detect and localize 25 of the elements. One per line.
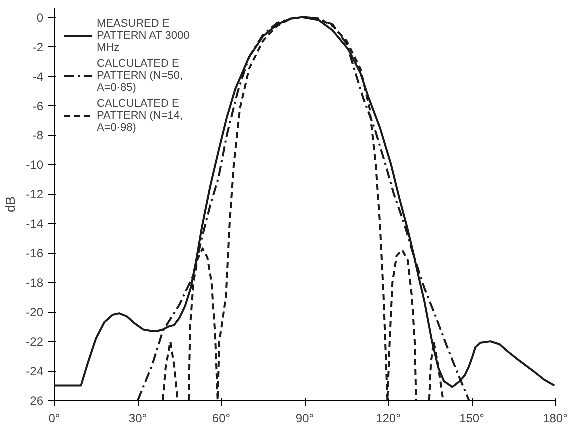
y-tick-label: 0 [36,10,44,25]
y-tick-label: -8 [32,128,44,143]
y-tick-label: 26 [30,394,44,408]
y-tick-label: -6 [32,99,44,114]
x-tick-label: 180° [543,412,568,426]
y-tick-label: -12 [26,188,44,202]
y-axis-title: dB [3,196,18,212]
y-tick-label: -14 [26,217,44,232]
y-tick-label: -24 [26,364,44,379]
y-tick-label: -10 [26,158,44,172]
x-tick-label: 90° [296,412,314,426]
legend-label: CALCULATED E PATTERN (N=50, A=0·85) [97,58,184,94]
y-tick-label: -18 [26,276,44,290]
x-tick-label: 0° [48,412,60,426]
y-tick-label: -2 [32,40,44,54]
y-tick-label: -16 [26,246,44,261]
y-tick-label: -20 [26,306,44,320]
x-tick-label: 150° [460,412,485,426]
legend-label: CALCULATED E PATTERN (N=14, A=0·98) [97,98,184,134]
legend-label: MEASURED E PATTERN AT 3000 MHz [97,18,190,54]
x-tick-label: 30° [128,412,148,426]
y-tick-label: -4 [32,70,44,84]
y-tick-label: -22 [26,335,44,350]
x-tick-label: 120° [376,412,402,426]
x-tick-label: 60° [212,412,231,426]
